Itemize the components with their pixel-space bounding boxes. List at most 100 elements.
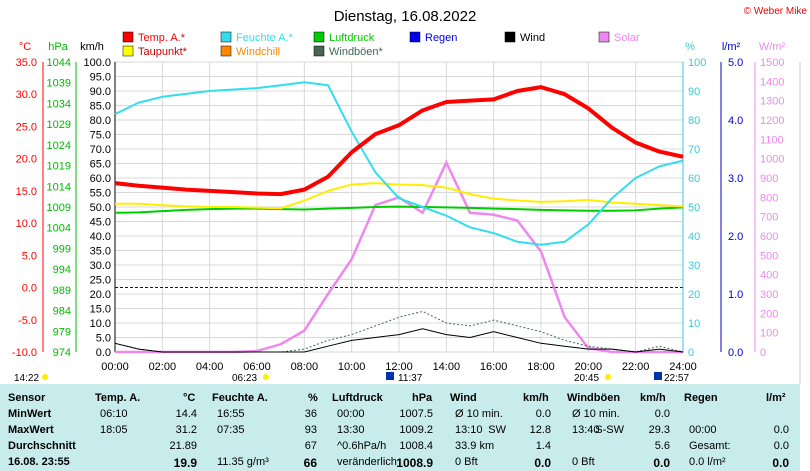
legend-swatch [122, 45, 134, 57]
table-cell-h-val: 67 [304, 440, 317, 452]
header-pressure: Luftdruck [332, 392, 383, 404]
marker-moonrise: 22:57 [664, 373, 689, 384]
rain-tick-label: 5.0 [728, 57, 743, 69]
table-cell-p-val: 1008.9 [396, 456, 433, 470]
table-cell-p-time: ^0.6hPa/h [337, 440, 387, 452]
wind-tick-label: 40.0 [90, 231, 111, 243]
table-cell-g-val: 29.3 [648, 424, 670, 436]
legend-label: Regen [425, 32, 457, 44]
humidity-tick-label: 20 [688, 289, 700, 301]
wind-tick-label: 5.0 [96, 333, 111, 345]
x-tick-label: 02:00 [149, 361, 177, 373]
table-cell-h-val: 66 [303, 456, 317, 470]
wind-tick-label: 15.0 [90, 304, 111, 316]
wind-tick-label: 70.0 [90, 144, 111, 156]
header-pressure-unit: hPa [412, 392, 433, 404]
header-gust: Windböen [567, 392, 621, 404]
temp-tick-label: 25.0 [16, 121, 37, 133]
pressure-tick-label: 1014 [47, 181, 71, 193]
header-temp-unit: °C [183, 392, 196, 404]
table-cell-h-time: 11.35 g/m³ [217, 456, 269, 468]
temp-tick-label: -5.0 [18, 315, 37, 327]
x-tick-label: 06:00 [243, 361, 271, 373]
marker-sunrise: 06:23 [232, 373, 257, 384]
humidity-tick-label: 100 [688, 57, 706, 69]
solar-tick-label: 500 [760, 250, 778, 262]
rain-tick-label: 4.0 [728, 115, 743, 127]
humidity-tick-label: 80 [688, 115, 700, 127]
wind-axis-unit: km/h [80, 41, 104, 53]
marker-now: 14:22 [14, 373, 39, 384]
series-line-feuchtea [114, 81, 684, 246]
table-cell-h-time: 07:35 [217, 424, 245, 436]
x-tick-label: 24:00 [669, 361, 697, 373]
legend-swatch [122, 31, 134, 43]
humidity-tick-label: 40 [688, 231, 700, 243]
legend-swatch [504, 31, 516, 43]
table-cell-r-time: 0.0 l/m² [689, 456, 726, 468]
solar-tick-label: 1500 [760, 57, 784, 69]
solar-tick-label: 300 [760, 289, 778, 301]
solar-tick-label: 600 [760, 231, 778, 243]
legend-swatch [220, 45, 232, 57]
header-rain-unit: l/m² [766, 392, 786, 404]
table-cell-g-time: Ø 10 min. [572, 408, 620, 420]
table-cell-r-val: 0.0 [773, 440, 789, 452]
wind-tick-label: 45.0 [90, 217, 111, 229]
table-cell-label: MaxWert [8, 424, 54, 436]
legend-label: Temp. A.* [138, 32, 186, 44]
x-tick-label: 18:00 [527, 361, 555, 373]
table-cell-p-time: 13:30 [337, 424, 365, 436]
marker-sunset: 20:45 [574, 373, 599, 384]
wind-tick-label: 35.0 [90, 246, 111, 258]
wind-tick-label: 10.0 [90, 318, 111, 330]
table-cell-r-val: 0.0 [772, 456, 789, 470]
legend-label: Solar [614, 32, 640, 44]
table-cell-label: Durchschnitt [8, 440, 76, 452]
rain-tick-label: 2.0 [728, 231, 743, 243]
table-cell-t-val: 14.4 [175, 408, 197, 420]
rain-axis-unit: l/m² [722, 41, 741, 53]
solar-tick-label: 800 [760, 192, 778, 204]
wind-tick-label: 30.0 [90, 260, 111, 272]
wind-tick-label: 85.0 [90, 101, 111, 113]
series-line-taupunkt [115, 182, 684, 210]
table-cell-w-time: 0 Bft [455, 456, 478, 468]
wind-tick-label: 25.0 [90, 275, 111, 287]
rain-tick-label: 1.0 [728, 289, 743, 301]
header-wind: Wind [450, 392, 477, 404]
solar-tick-label: 100 [760, 328, 778, 340]
moonrise-icon [654, 372, 662, 380]
solar-tick-label: 400 [760, 270, 778, 282]
temp-tick-label: 35.0 [16, 57, 37, 69]
marker-culmination: 11:37 [398, 373, 423, 384]
header-rain: Regen [684, 392, 718, 404]
solar-tick-label: 1100 [760, 134, 784, 146]
pressure-tick-label: 1024 [47, 140, 71, 152]
table-cell-g-time: 13:40 [572, 424, 600, 436]
wind-tick-label: 80.0 [90, 115, 111, 127]
table-cell-label: 16.08. 23:55 [8, 456, 70, 468]
legend-swatch [313, 45, 325, 57]
solar-tick-label: 1200 [760, 115, 784, 127]
x-tick-label: 12:00 [385, 361, 413, 373]
temp-tick-label: 30.0 [16, 89, 37, 101]
copyright: © Weber Mike [744, 6, 808, 17]
series-line-luftdruck [114, 205, 684, 214]
marker-now-icon [42, 374, 48, 380]
wind-tick-label: 20.0 [90, 289, 111, 301]
sunset-icon [605, 374, 611, 380]
header-humidity: Feuchte A. [212, 392, 268, 404]
pressure-tick-label: 979 [53, 326, 71, 338]
pressure-tick-label: 989 [53, 285, 71, 297]
table-cell-w-val: 1.4 [535, 440, 551, 452]
table-cell-t-val: 21.89 [169, 440, 197, 452]
x-tick-label: 04:00 [196, 361, 224, 373]
rain-tick-label: 3.0 [728, 173, 743, 185]
table-cell-t-val: 31.2 [175, 424, 197, 436]
temp-tick-label: 5.0 [22, 250, 37, 262]
pressure-axis-unit: hPa [48, 41, 68, 53]
pressure-tick-label: 1044 [47, 57, 71, 69]
legend-swatch [313, 31, 325, 43]
legend-swatch [598, 31, 610, 43]
